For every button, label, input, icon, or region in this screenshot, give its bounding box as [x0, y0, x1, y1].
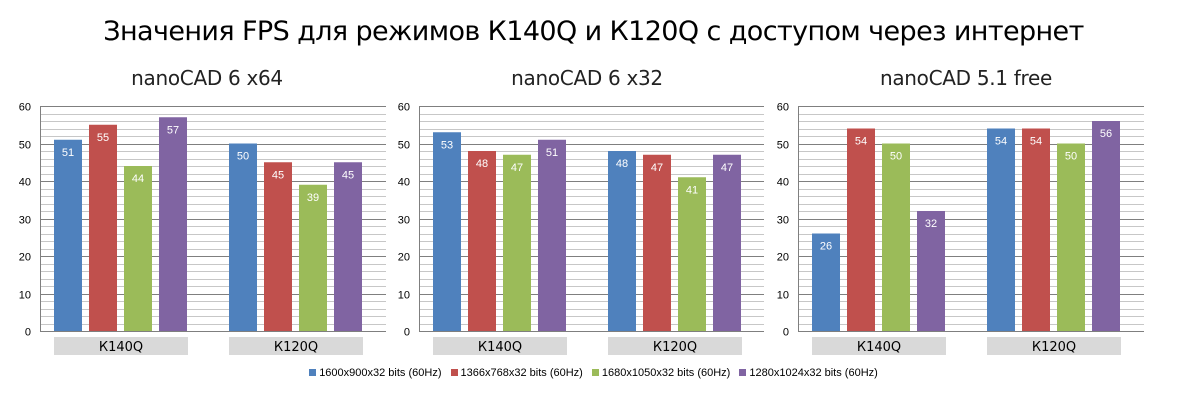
legend-label: 1600x900x32 bits (60Hz) — [319, 367, 442, 379]
data-label: 26 — [820, 241, 832, 253]
y-tick-label: 20 — [398, 252, 410, 264]
bar — [159, 117, 187, 331]
legend-item: 1680x1050x32 bits (60Hz) — [591, 367, 731, 379]
y-tick-label: 40 — [777, 177, 789, 189]
y-tick-label: 50 — [19, 140, 31, 152]
legend-item: 1280x1024x32 bits (60Hz) — [739, 367, 878, 379]
bar — [538, 139, 566, 331]
y-tick-label: 50 — [777, 140, 789, 152]
x-category-label: К140Q — [478, 340, 522, 355]
data-label: 51 — [62, 147, 74, 159]
bar — [1092, 121, 1120, 331]
bar — [229, 143, 257, 331]
legend-swatch — [450, 369, 458, 376]
data-label: 50 — [890, 151, 902, 163]
data-label: 55 — [97, 132, 109, 144]
y-tick-label: 0 — [25, 327, 31, 339]
chart-title-3: nanoCAD 5.1 free — [879, 66, 1053, 90]
bar — [847, 128, 875, 331]
y-tick-label: 30 — [398, 215, 410, 227]
data-label: 45 — [272, 169, 284, 181]
bar — [882, 143, 910, 331]
legend-swatch — [591, 369, 599, 376]
x-category-label: К120Q — [1032, 340, 1076, 355]
y-tick-label: 10 — [19, 290, 31, 302]
y-tick-label: 10 — [777, 290, 789, 302]
y-tick-label: 0 — [783, 327, 789, 339]
legend-label: 1280x1024x32 bits (60Hz) — [749, 367, 878, 379]
data-label: 44 — [132, 173, 144, 185]
bar — [713, 154, 741, 331]
data-label: 54 — [995, 136, 1007, 148]
y-tick-label: 40 — [398, 177, 410, 189]
bar — [608, 151, 636, 331]
data-label: 51 — [546, 147, 558, 159]
bar — [89, 124, 117, 331]
data-label: 48 — [616, 158, 628, 170]
data-label: 53 — [441, 139, 453, 151]
legend-swatch — [739, 369, 747, 376]
data-label: 50 — [237, 151, 249, 163]
category-box — [987, 337, 1121, 355]
bar — [334, 162, 362, 331]
category-box — [433, 337, 567, 355]
y-tick-label: 30 — [19, 215, 31, 227]
y-tick-label: 50 — [398, 140, 410, 152]
bar — [264, 162, 292, 331]
bar — [812, 233, 840, 331]
data-label: 48 — [476, 158, 488, 170]
data-label: 54 — [855, 136, 867, 148]
category-box — [54, 337, 188, 355]
bar — [1057, 143, 1085, 331]
x-category-label: К120Q — [653, 340, 697, 355]
category-box — [608, 337, 742, 355]
y-tick-label: 60 — [398, 102, 410, 114]
bar — [678, 177, 706, 331]
legend-item: 1600x900x32 bits (60Hz) — [309, 367, 441, 379]
y-tick-label: 20 — [19, 252, 31, 264]
data-label: 45 — [342, 169, 354, 181]
chart-title-1: nanoCAD 6 x64 — [131, 66, 283, 90]
bar — [299, 184, 327, 331]
legend-swatch — [309, 369, 317, 376]
data-label: 47 — [651, 162, 663, 174]
chart-title-2: nanoCAD 6 x32 — [511, 66, 663, 90]
category-box — [229, 337, 363, 355]
bar — [917, 211, 945, 331]
data-label: 47 — [511, 162, 523, 174]
data-label: 50 — [1065, 151, 1077, 163]
data-label: 32 — [925, 218, 937, 230]
data-label: 47 — [721, 162, 733, 174]
x-category-label: К140Q — [99, 340, 143, 355]
data-label: 57 — [167, 124, 179, 136]
bar — [987, 128, 1015, 331]
bar — [643, 154, 671, 331]
data-label: 41 — [686, 184, 698, 196]
y-tick-label: 40 — [19, 177, 31, 189]
y-tick-label: 0 — [404, 327, 410, 339]
y-tick-label: 10 — [398, 290, 410, 302]
x-category-label: К140Q — [857, 340, 901, 355]
bar — [433, 132, 461, 331]
bar — [503, 154, 531, 331]
y-tick-label: 60 — [777, 102, 789, 114]
category-box — [812, 337, 946, 355]
bar — [1022, 128, 1050, 331]
data-label: 39 — [307, 192, 319, 204]
y-tick-label: 20 — [777, 252, 789, 264]
legend-label: 1366x768x32 bits (60Hz) — [460, 367, 583, 379]
legend-label: 1680x1050x32 bits (60Hz) — [601, 367, 731, 379]
data-label: 54 — [1030, 136, 1042, 148]
y-tick-label: 30 — [777, 215, 789, 227]
x-category-label: К120Q — [274, 340, 318, 355]
main-title: Значения FPS для режимов К140Q и К120Q с… — [103, 16, 1084, 47]
y-tick-label: 60 — [19, 102, 31, 114]
bar — [54, 139, 82, 331]
bar — [124, 166, 152, 331]
data-label: 56 — [1100, 128, 1112, 140]
legend: 1600x900x32 bits (60Hz) 1366x768x32 bits… — [0, 367, 1187, 379]
bar — [468, 151, 496, 331]
legend-item: 1366x768x32 bits (60Hz) — [450, 367, 583, 379]
